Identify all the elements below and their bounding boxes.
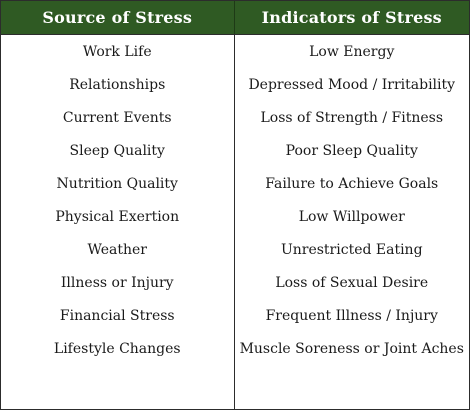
indicators-column: Low Energy Depressed Mood / Irritability… [235, 35, 470, 409]
source-column: Work Life Relationships Current Events S… [1, 35, 235, 409]
indicator-cell: Poor Sleep Quality [285, 142, 418, 159]
indicator-cell: Muscle Soreness or Joint Aches [239, 340, 464, 357]
source-cell: Illness or Injury [60, 274, 174, 291]
source-cell: Work Life [82, 43, 152, 60]
indicator-cell: Low Energy [309, 43, 395, 60]
indicator-cell: Loss of Sexual Desire [275, 274, 429, 291]
header-source-of-stress: Source of Stress [1, 1, 235, 34]
source-cell: Weather [87, 241, 148, 258]
indicator-cell: Frequent Illness / Injury [265, 307, 438, 324]
source-cell: Sleep Quality [69, 142, 165, 159]
source-cell: Relationships [69, 76, 166, 93]
source-cell: Nutrition Quality [56, 175, 178, 192]
indicator-cell: Unrestricted Eating [280, 241, 423, 258]
source-cell: Physical Exertion [55, 208, 180, 225]
source-cell: Lifestyle Changes [53, 340, 181, 357]
source-cell: Current Events [62, 109, 172, 126]
indicator-cell: Depressed Mood / Irritability [248, 76, 456, 93]
source-cell: Financial Stress [59, 307, 175, 324]
table-body: Work Life Relationships Current Events S… [1, 35, 469, 409]
indicator-cell: Failure to Achieve Goals [265, 175, 439, 192]
indicator-cell: Loss of Strength / Fitness [260, 109, 444, 126]
table-header: Source of Stress Indicators of Stress [1, 1, 469, 35]
header-indicators-of-stress: Indicators of Stress [261, 8, 442, 27]
indicator-cell: Low Willpower [298, 208, 405, 225]
